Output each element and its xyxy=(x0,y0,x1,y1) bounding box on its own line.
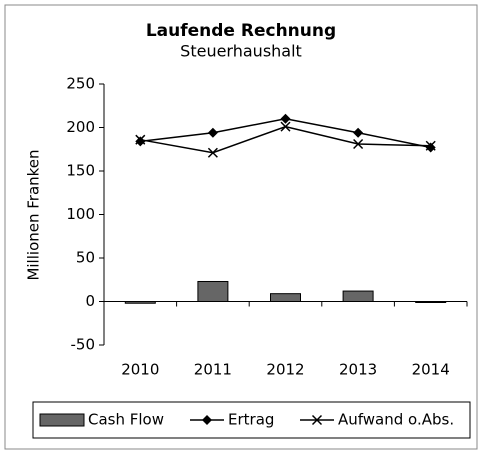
marker xyxy=(207,147,218,158)
marker xyxy=(207,127,218,138)
y-tick-label: 50 xyxy=(76,249,95,267)
y-tick-label: 250 xyxy=(66,75,95,93)
marker xyxy=(135,134,146,145)
legend-label: Cash Flow xyxy=(88,411,164,429)
frame xyxy=(4,4,478,450)
y-axis-label: Millionen Franken xyxy=(25,149,43,280)
y-tick-label: 200 xyxy=(66,118,95,136)
x-tick-label: 2011 xyxy=(194,361,232,379)
legend-swatch xyxy=(39,413,85,427)
y-tick-label: -50 xyxy=(71,336,96,354)
y-tick-label: 100 xyxy=(66,205,95,223)
bar xyxy=(342,290,374,302)
chart-title: Laufende Rechnung xyxy=(146,21,336,41)
legend-label: Aufwand o.Abs. xyxy=(338,411,454,429)
marker xyxy=(353,127,364,138)
chart-subtitle: Steuerhaushalt xyxy=(180,42,302,61)
bar xyxy=(197,280,229,302)
bar xyxy=(124,301,156,304)
bar xyxy=(270,293,301,303)
x-tick-label: 2014 xyxy=(412,361,450,379)
marker xyxy=(135,136,146,147)
y-tick-label: 150 xyxy=(66,162,95,180)
marker xyxy=(311,414,323,426)
x-tick-label: 2010 xyxy=(121,361,159,379)
marker xyxy=(202,415,212,425)
x-tick-label: 2012 xyxy=(266,361,304,379)
marker xyxy=(280,121,291,132)
legend-label: Ertrag xyxy=(228,411,274,429)
marker xyxy=(425,140,436,151)
x-tick-label: 2013 xyxy=(339,361,377,379)
marker xyxy=(353,138,364,150)
bar xyxy=(415,301,447,303)
marker xyxy=(280,113,291,124)
legend-box xyxy=(32,401,471,439)
y-tick-label: 0 xyxy=(85,292,95,310)
